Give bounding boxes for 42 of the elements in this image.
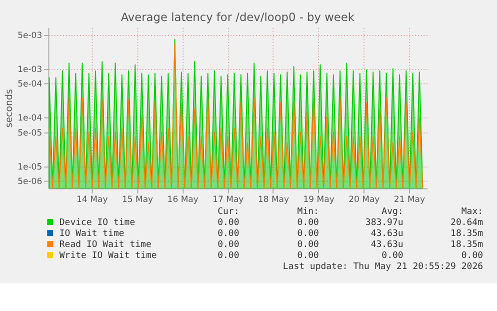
legend-label: Write IO Wait time [59, 250, 157, 261]
text: 0.00 [218, 240, 240, 250]
x-tick-label: 17 May [212, 195, 244, 206]
x-tick-label: 15 May [122, 195, 154, 206]
y-tick-label: 5e-05 [18, 128, 42, 138]
y-tick-label: 1e-03 [18, 64, 42, 75]
legend-label: Read IO Wait time [59, 240, 152, 250]
text: 0.00 [297, 218, 319, 228]
text: 20.64m [450, 218, 484, 228]
x-tick-label: 18 May [258, 195, 290, 206]
text: 0.00 [297, 250, 319, 261]
text: 0.00 [297, 240, 319, 250]
y-tick-label: 5e-06 [18, 177, 42, 188]
text: Last update: Thu May 21 20:55:29 2026 [282, 262, 484, 272]
text: 0.00 [218, 218, 240, 228]
x-tick-label: 16 May [167, 195, 198, 206]
y-tick-label: 5e-04 [18, 80, 42, 90]
text: 43.63u [370, 228, 404, 239]
text: 0.00 [297, 228, 319, 239]
text: 0.00 [218, 228, 240, 239]
legend-label: IO Wait time [59, 228, 124, 239]
x-tick-label: 19 May [303, 195, 334, 206]
text: 18.35m [450, 240, 484, 250]
text: 18.35m [450, 228, 484, 239]
text: 0.00 [461, 250, 484, 261]
text: 43.63u [370, 240, 404, 250]
y-tick-label: 1e-05 [18, 162, 42, 172]
text: Min: [297, 206, 319, 217]
x-tick-label: 20 May [348, 195, 380, 206]
text: 383.97u [365, 218, 404, 228]
text: 0.00 [218, 250, 240, 261]
y-tick-label: 5e-03 [18, 30, 42, 41]
text: Cur: [218, 206, 240, 217]
x-tick-label: 14 May [76, 195, 108, 206]
y-tick-label: 1e-04 [18, 114, 42, 124]
text: Avg: [382, 206, 404, 217]
chart-title: Average latency for /dev/loop0 - by week [120, 10, 355, 24]
y-axis-title: seconds [4, 88, 15, 128]
text: 0.00 [382, 250, 404, 261]
text: Max: [461, 206, 484, 217]
x-tick-label: 21 May [394, 195, 426, 206]
legend-label: Device IO time [59, 218, 136, 228]
